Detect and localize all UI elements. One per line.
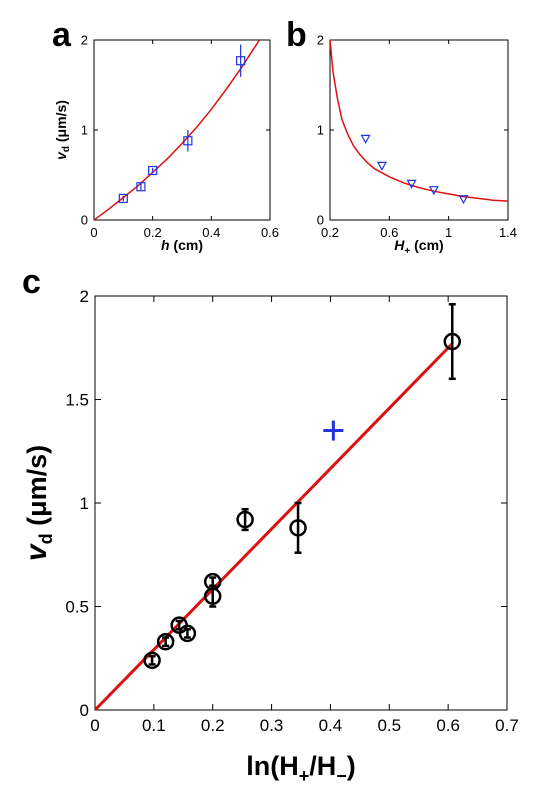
data-point-b — [406, 179, 417, 189]
x-tick-label-b: 0.2 — [321, 225, 339, 240]
x-tick-label-c: 0.5 — [377, 716, 401, 735]
data-point-c — [443, 303, 462, 381]
plot-area-b — [330, 40, 508, 202]
x-tick-label-a: 0.4 — [202, 225, 220, 240]
marker-square — [136, 182, 146, 192]
y-tick-label-b: 0 — [317, 213, 324, 228]
marker-circle — [203, 587, 222, 605]
x-tick-label-c: 0 — [90, 716, 99, 735]
x-axis-label-a: h (cm) — [161, 237, 203, 253]
panel-c-chart: 0 0.1 0.2 0.3 0.4 0.5 0.6 0.7 0 0.5 1 1.5 2 ln(H+/H−)… — [20, 287, 519, 786]
x-tick-label-b: 0.6 — [380, 225, 398, 240]
panel-a-chart: 0 0.2 0.4 0.6 0 1 2 h (cm) vd (μm/s) — [53, 33, 279, 253]
data-point-b — [458, 195, 469, 205]
marker-triangle — [360, 134, 371, 144]
panel-b-chart: 0.2 0.6 1 1.4 0 1 2 H+ (cm) — [317, 33, 517, 257]
marker-circle — [289, 519, 307, 537]
y-tick-label-a: 0 — [81, 213, 88, 228]
marker-square — [118, 193, 128, 203]
x-tick-label-c: 0.3 — [260, 716, 284, 735]
axes-box-b — [329, 39, 509, 221]
x-tick-label-a: 0 — [90, 225, 97, 240]
x-tick-label-c: 0.7 — [495, 716, 519, 735]
panel-letter-b: b — [286, 16, 307, 54]
data-point-a — [236, 44, 246, 77]
y-tick-label-c: 1 — [80, 494, 89, 513]
y-tick-label-c: 0.5 — [65, 598, 89, 617]
marker-triangle — [458, 195, 469, 205]
data-point-c — [203, 584, 222, 608]
y-tick-label-a: 1 — [81, 123, 88, 138]
fit-line-c — [95, 342, 454, 710]
data-point-a — [183, 130, 193, 152]
marker-triangle — [428, 186, 439, 196]
marker-circle — [143, 651, 161, 670]
marker-square — [148, 165, 158, 176]
axes-box-a — [93, 39, 271, 221]
extra-point-c — [323, 420, 344, 441]
marker-square — [183, 136, 193, 146]
marker-triangle — [406, 179, 417, 189]
marker-circle — [156, 632, 175, 651]
x-axis-label-c: ln(H+/H−) — [246, 751, 356, 786]
data-point-a — [118, 193, 128, 203]
y-axis-label-c: vd (μm/s) — [20, 445, 56, 561]
y-tick-label-b: 1 — [317, 123, 324, 138]
panel-letter-c: c — [22, 263, 41, 301]
x-tick-label-c: 0.6 — [436, 716, 460, 735]
data-point-c — [289, 501, 307, 554]
marker-circle — [236, 510, 254, 529]
data-point-a — [148, 165, 158, 176]
y-tick-label-b: 2 — [317, 33, 324, 48]
x-axis-label-b: H+ (cm) — [394, 237, 443, 257]
data-point-a — [136, 182, 146, 192]
x-tick-label-b: 1 — [445, 225, 452, 240]
panel-letter-a: a — [52, 16, 72, 54]
x-tick-label-a: 0.6 — [261, 225, 279, 240]
x-tick-label-c: 0.4 — [319, 716, 343, 735]
data-point-b — [428, 186, 439, 196]
y-tick-label-c: 2 — [80, 287, 89, 306]
marker-circle — [443, 332, 462, 351]
data-point-b — [360, 134, 371, 144]
x-tick-label-b: 1.4 — [499, 225, 517, 240]
y-axis-label-a: vd (μm/s) — [53, 100, 72, 160]
marker-circle — [178, 624, 197, 643]
marker-triangle — [376, 161, 387, 171]
data-point-c — [236, 507, 254, 532]
x-tick-label-c: 0.2 — [201, 716, 225, 735]
data-point-c — [156, 632, 175, 651]
x-tick-label-c: 0.1 — [142, 716, 166, 735]
y-tick-label-c: 1.5 — [65, 391, 89, 410]
y-tick-label-c: 0 — [80, 701, 89, 720]
data-point-b — [376, 161, 387, 171]
data-point-c — [143, 651, 161, 670]
plot-area-c — [95, 342, 454, 710]
x-tick-label-a: 0.2 — [144, 225, 162, 240]
y-tick-label-a: 2 — [81, 33, 88, 48]
data-point-c — [178, 624, 197, 643]
marker-square — [236, 56, 246, 66]
fit-line-b — [330, 40, 508, 202]
